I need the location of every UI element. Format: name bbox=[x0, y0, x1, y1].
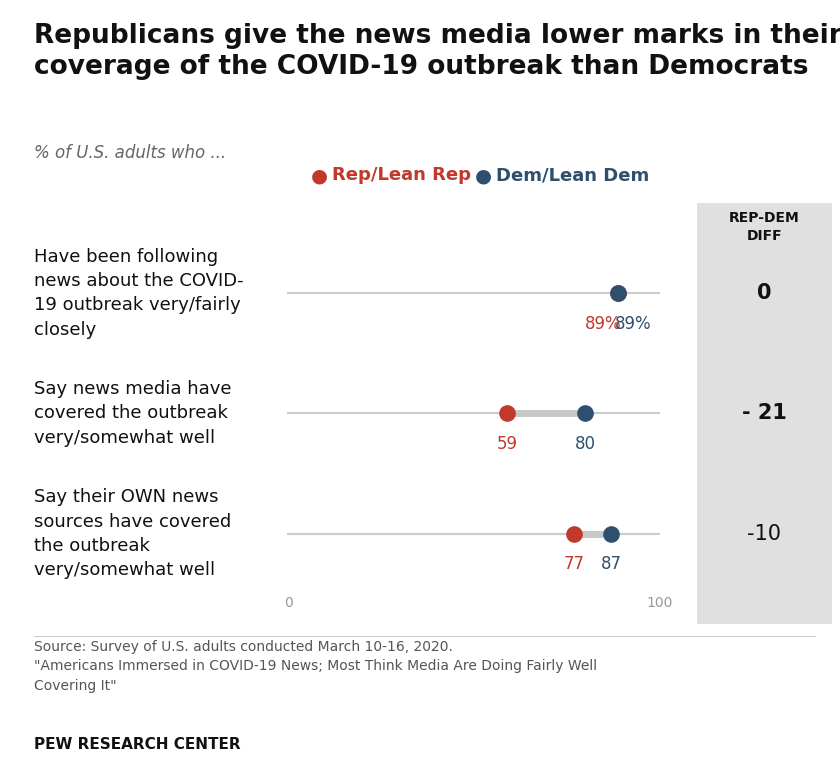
Text: REP-DEM
DIFF: REP-DEM DIFF bbox=[729, 211, 800, 243]
Text: 80: 80 bbox=[575, 435, 596, 453]
Text: 89%: 89% bbox=[615, 314, 652, 333]
Text: Rep/Lean Rep: Rep/Lean Rep bbox=[332, 166, 470, 185]
Text: Source: Survey of U.S. adults conducted March 10-16, 2020.
"Americans Immersed i: Source: Survey of U.S. adults conducted … bbox=[34, 640, 596, 693]
Text: - 21: - 21 bbox=[742, 403, 787, 424]
Text: 0: 0 bbox=[284, 597, 292, 610]
Text: -10: -10 bbox=[748, 523, 781, 544]
Text: 87: 87 bbox=[601, 555, 622, 573]
Text: Have been following
news about the COVID-
19 outbreak very/fairly
closely: Have been following news about the COVID… bbox=[34, 247, 244, 339]
Text: % of U.S. adults who ...: % of U.S. adults who ... bbox=[34, 144, 226, 162]
Text: Say news media have
covered the outbreak
very/somewhat well: Say news media have covered the outbreak… bbox=[34, 380, 231, 447]
Text: Say their OWN news
sources have covered
the outbreak
very/somewhat well: Say their OWN news sources have covered … bbox=[34, 488, 231, 580]
Text: Republicans give the news media lower marks in their
coverage of the COVID-19 ou: Republicans give the news media lower ma… bbox=[34, 23, 840, 80]
Text: 0: 0 bbox=[757, 283, 772, 303]
Text: ●: ● bbox=[311, 166, 328, 185]
Text: 89%: 89% bbox=[585, 314, 622, 333]
Text: Dem/Lean Dem: Dem/Lean Dem bbox=[496, 166, 648, 185]
Text: 100: 100 bbox=[646, 597, 672, 610]
Text: 77: 77 bbox=[564, 555, 585, 573]
Text: 59: 59 bbox=[496, 435, 517, 453]
Text: PEW RESEARCH CENTER: PEW RESEARCH CENTER bbox=[34, 737, 240, 752]
Text: ●: ● bbox=[475, 166, 491, 185]
